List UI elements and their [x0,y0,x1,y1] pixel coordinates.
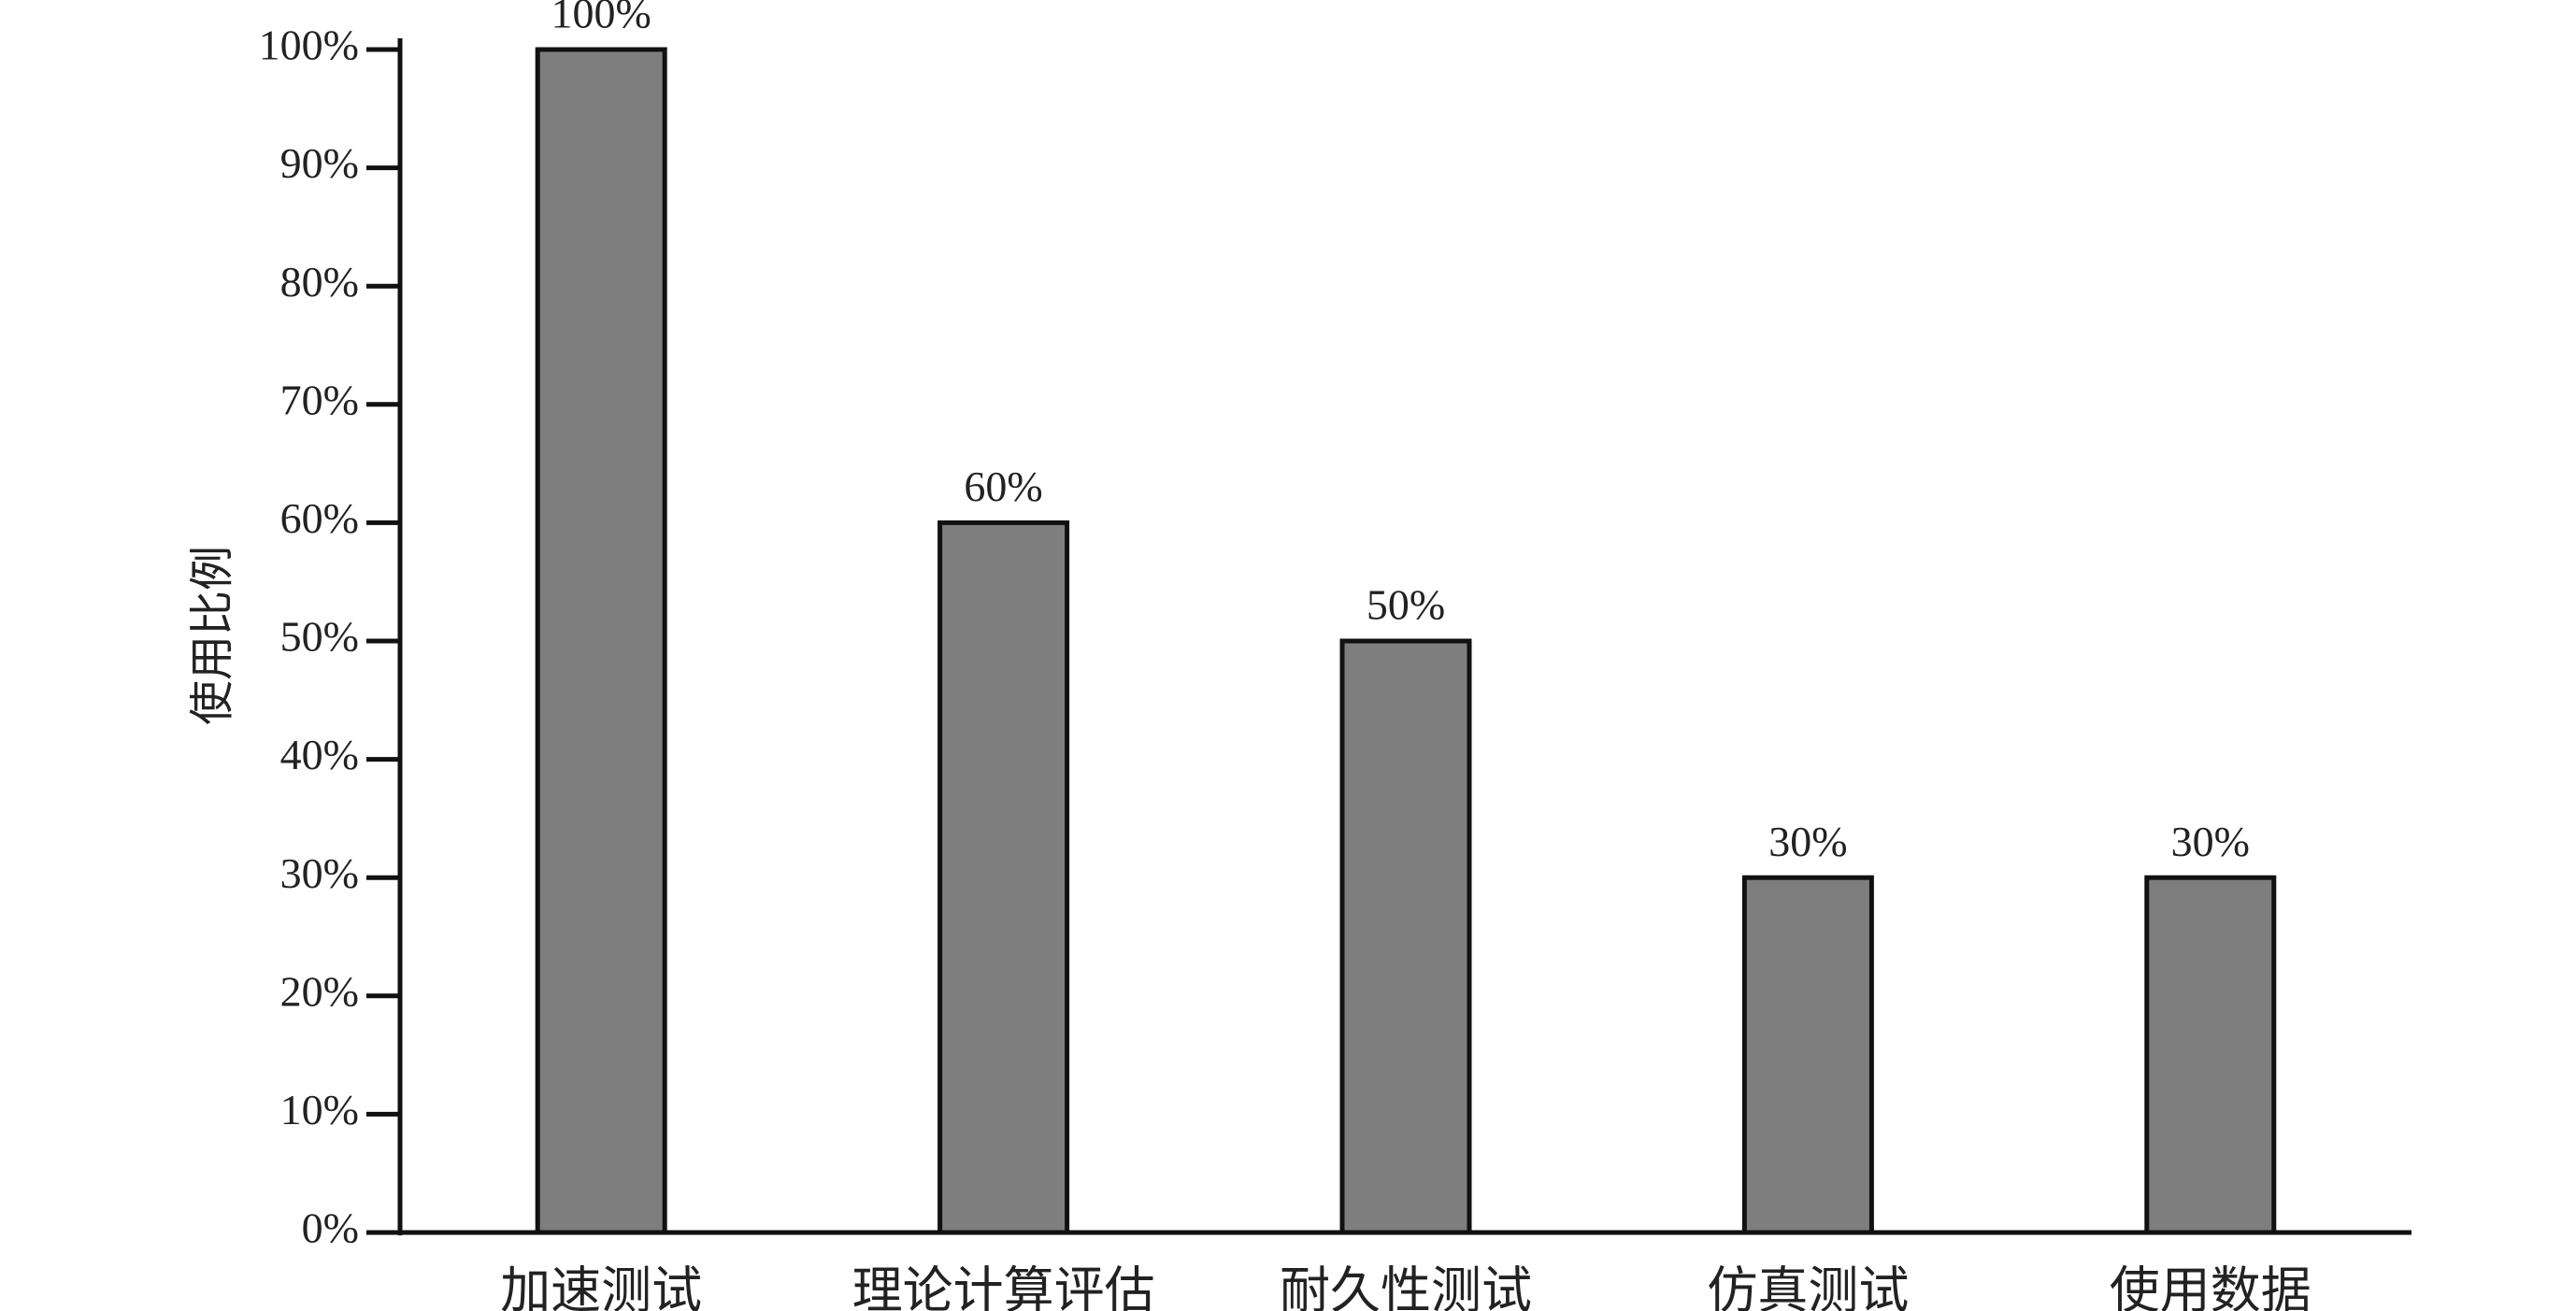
x-tick-label: 加速测试 [500,1262,702,1311]
bar [535,47,667,1235]
value-label: 60% [964,463,1042,510]
bar [1339,638,1472,1235]
y-tick-label: 50% [280,613,359,661]
bar [937,520,1070,1235]
y-tick-label: 60% [280,494,359,542]
value-label: 30% [2171,818,2250,865]
y-tick-label: 0% [302,1204,359,1252]
y-tick-label: 10% [280,1086,359,1133]
y-tick-label: 70% [280,376,359,423]
y-axis-label: 使用比例 [188,546,237,725]
y-tick-label: 90% [280,139,359,187]
value-label: 100% [551,0,651,37]
x-tick-label: 理论计算评估 [852,1262,1155,1311]
y-tick-label: 20% [280,967,359,1015]
y-tick-label: 30% [280,849,359,897]
bar [2144,875,2277,1235]
y-tick-label: 100% [259,21,359,69]
x-tick-label: 使用数据 [2110,1262,2311,1311]
y-tick-label: 40% [280,731,359,778]
x-tick-label: 耐久性测试 [1280,1262,1532,1311]
bar [1741,875,1874,1235]
x-tick-label: 仿真测试 [1707,1262,1909,1311]
y-tick-label: 80% [280,258,359,306]
value-label: 50% [1367,581,1445,629]
value-label: 30% [1768,818,1847,865]
